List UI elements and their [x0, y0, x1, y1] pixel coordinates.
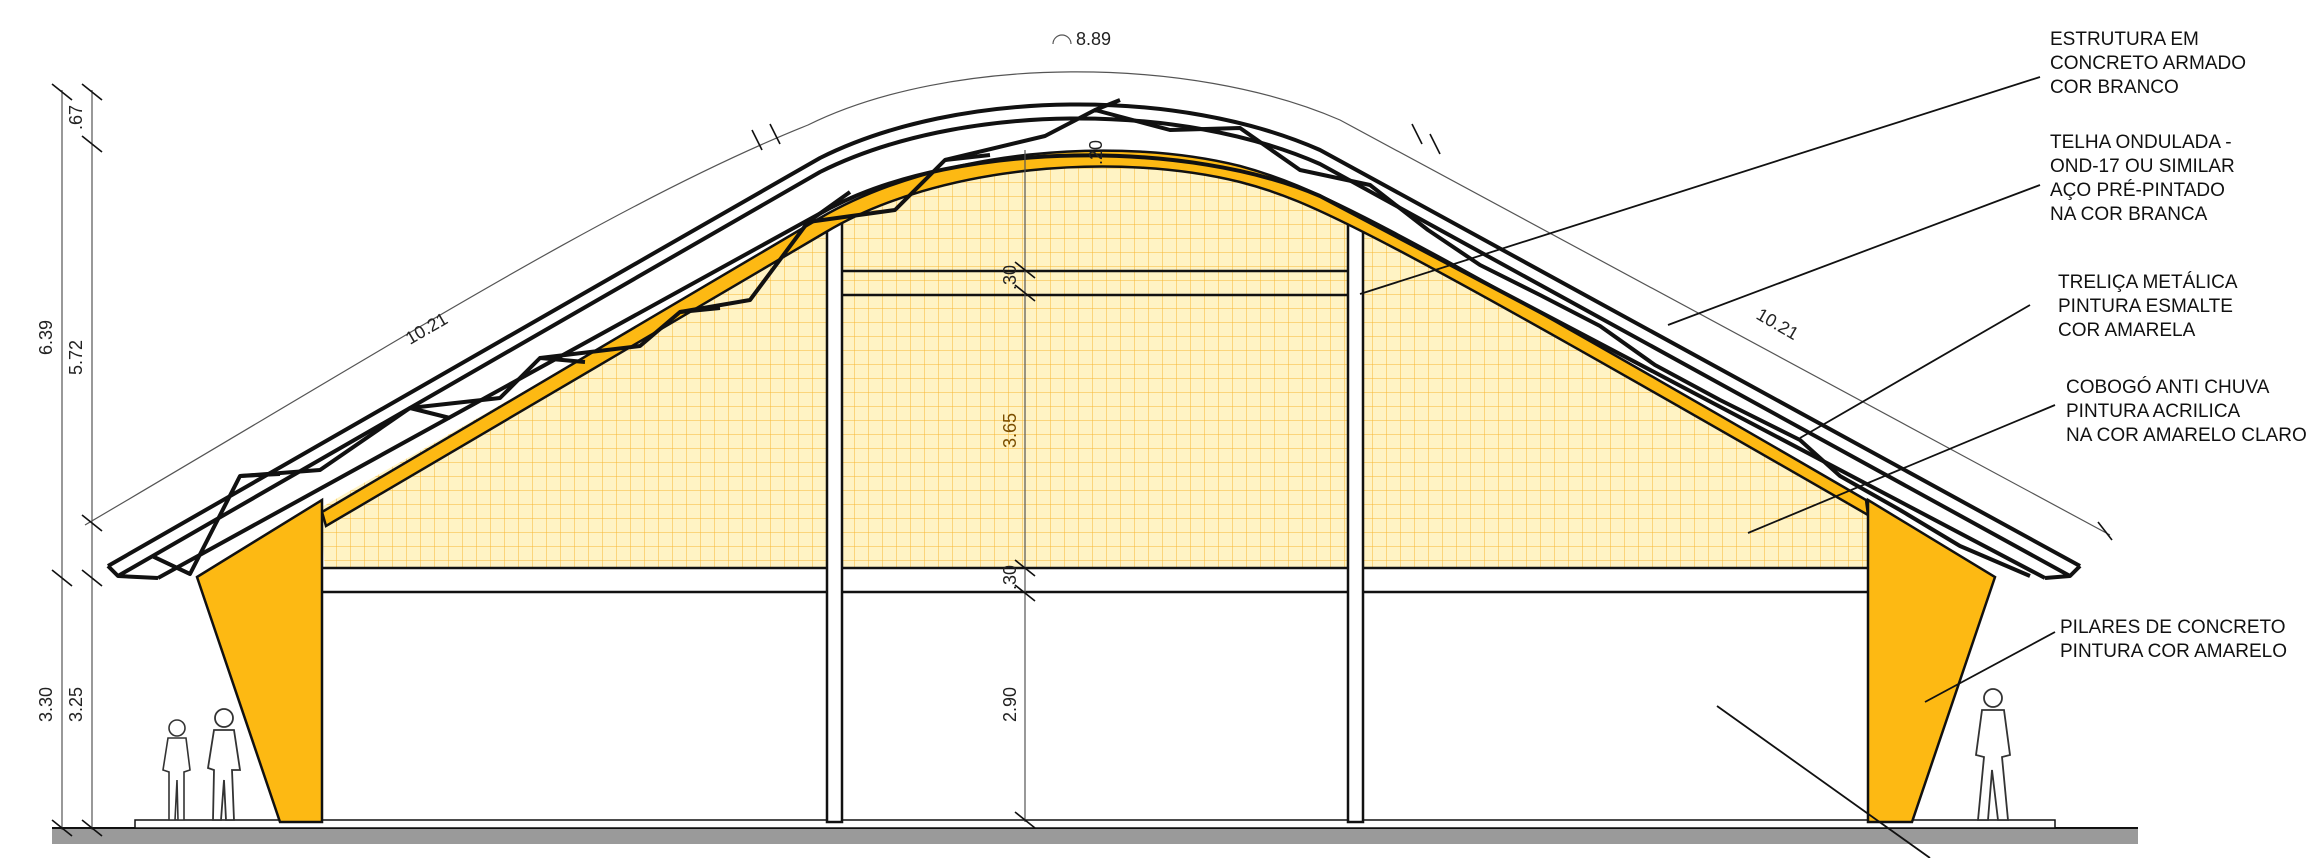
svg-text:ESTRUTURA EM: ESTRUTURA EM: [2050, 29, 2199, 50]
dim-base-height: 3.30: [36, 687, 56, 722]
dim-arch-thickness: .20: [1086, 140, 1106, 165]
svg-text:COBOGÓ ANTI CHUVA: COBOGÓ ANTI CHUVA: [2066, 376, 2270, 398]
ground-slab: [52, 828, 2138, 844]
note-truss: TRELIÇA METÁLICA PINTURA ESMALTE COR AMA…: [2058, 272, 2238, 341]
svg-text:OND-17 OU SIMILAR: OND-17 OU SIMILAR: [2050, 156, 2235, 177]
svg-text:PINTURA ACRILICA: PINTURA ACRILICA: [2066, 401, 2241, 422]
note-pillars: PILARES DE CONCRETO PINTURA COR AMARELO: [2060, 617, 2287, 662]
floor-slab: [134, 819, 2056, 829]
svg-text:PINTURA COR AMARELO: PINTURA COR AMARELO: [2060, 641, 2287, 662]
svg-text:COR BRANCO: COR BRANCO: [2050, 77, 2179, 98]
dim-slope-right: 10.21: [1753, 304, 1802, 344]
leader-lines: [1359, 76, 2056, 858]
dimension-lines: [51, 34, 2113, 837]
dim-column-height: 3.25: [66, 687, 86, 722]
note-roof-tile: TELHA ONDULADA - OND-17 OU SIMILAR AÇO P…: [2050, 132, 2235, 225]
human-figure-left-2: [206, 708, 242, 821]
pillar-left: [195, 497, 324, 824]
svg-text:COR AMARELA: COR AMARELA: [2058, 320, 2196, 341]
svg-text:PILARES DE CONCRETO: PILARES DE CONCRETO: [2060, 617, 2286, 638]
human-figure-left-1: [162, 719, 191, 821]
svg-text:NA COR BRANCA: NA COR BRANCA: [2050, 204, 2208, 225]
pillar-right: [1866, 497, 1997, 824]
dim-arc-length: 8.89: [1076, 29, 1111, 49]
dim-slope-left: 10.21: [402, 309, 451, 349]
beam-upper: [842, 269, 1350, 297]
human-figure-right: [1975, 688, 2011, 821]
dim-total-height: 6.39: [36, 320, 56, 355]
svg-text:PINTURA ESMALTE: PINTURA ESMALTE: [2058, 296, 2233, 317]
inner-column-right: [1346, 218, 1365, 824]
svg-text:NA COR AMARELO CLARO: NA COR AMARELO CLARO: [2066, 425, 2307, 446]
dim-roof-height: 5.72: [66, 340, 86, 375]
note-cobogo: COBOGÓ ANTI CHUVA PINTURA ACRILICA NA CO…: [2066, 376, 2307, 446]
dim-beam-top: .30: [1000, 265, 1020, 290]
svg-text:TRELIÇA METÁLICA: TRELIÇA METÁLICA: [2058, 272, 2238, 293]
dim-opening-height: 2.90: [1000, 687, 1020, 722]
svg-text:CONCRETO ARMADO: CONCRETO ARMADO: [2050, 53, 2246, 74]
dim-cobogo-height: 3.65: [1000, 413, 1020, 448]
dim-top-offset: .67: [66, 105, 86, 130]
inner-column-left: [825, 218, 844, 824]
note-structure: ESTRUTURA EM CONCRETO ARMADO COR BRANCO: [2050, 29, 2246, 98]
roof-truss: [106, 98, 2082, 580]
svg-text:AÇO PRÉ-PINTADO: AÇO PRÉ-PINTADO: [2050, 180, 2225, 201]
beam-lower: [323, 566, 1872, 594]
dim-beam-lower: .30: [1000, 565, 1020, 590]
svg-text:TELHA ONDULADA -: TELHA ONDULADA -: [2050, 132, 2232, 153]
